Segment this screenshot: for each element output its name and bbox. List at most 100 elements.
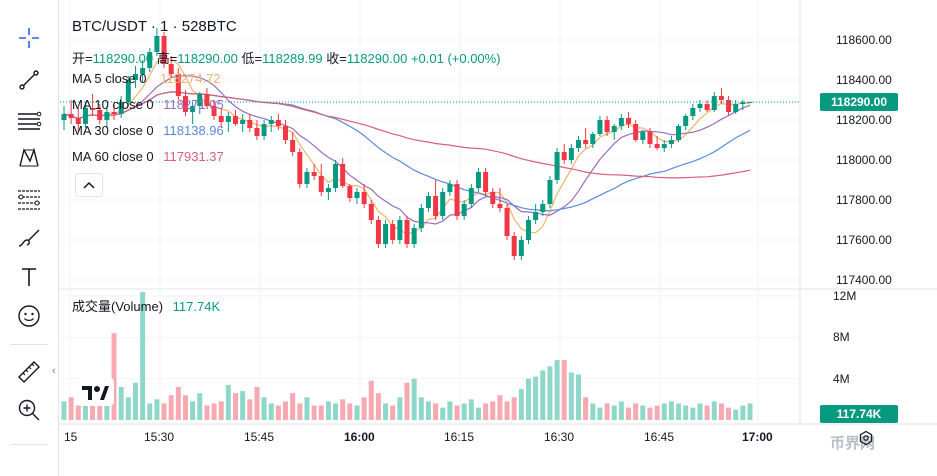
settings-icon[interactable]: [858, 430, 874, 450]
ma10-legend[interactable]: MA 10 close 0 118271.05: [72, 97, 224, 112]
collapse-legend-button[interactable]: [75, 173, 103, 197]
volume-legend[interactable]: 成交量(Volume) 117.74K: [72, 296, 220, 315]
candle-body: [197, 94, 203, 106]
candle-body: [304, 172, 310, 184]
volume-bar: [68, 397, 74, 420]
brush-icon[interactable]: [13, 222, 45, 254]
candle-body: [211, 106, 217, 116]
volume-bar: [154, 399, 160, 420]
symbol-text: BTC/USDT · 1 · 528BTC: [72, 18, 237, 35]
horizontal-lines-icon[interactable]: [13, 103, 45, 135]
candle-body: [418, 208, 424, 228]
volume-bar: [497, 395, 503, 420]
trend-line-icon[interactable]: [13, 64, 45, 96]
chart-area[interactable]: BTC/USDT · 1 · 528BTC 开=118290.00 高=1182…: [52, 0, 937, 476]
volume-bar: [576, 374, 581, 420]
price-axis-label: 118400.00: [836, 73, 892, 87]
volume-bar: [390, 405, 396, 420]
candle-body: [697, 104, 703, 108]
volume-bar: [290, 393, 296, 420]
candle-body: [240, 120, 246, 124]
zoom-in-icon[interactable]: [13, 394, 45, 426]
volume-bar: [82, 395, 88, 420]
pattern-icon[interactable]: [13, 142, 45, 174]
candle-body: [283, 126, 289, 140]
candle-body: [554, 152, 560, 180]
fib-icon[interactable]: [13, 182, 45, 214]
crosshair-icon[interactable]: [13, 22, 45, 54]
volume-bar: [525, 378, 531, 420]
candle-body: [618, 118, 624, 126]
ruler-icon[interactable]: [13, 356, 45, 388]
candle-body: [626, 118, 632, 124]
volume-bar: [304, 397, 310, 420]
candle-body: [154, 36, 160, 52]
candle-body: [718, 96, 724, 100]
candle-body: [97, 110, 103, 120]
volume-bar: [461, 403, 467, 420]
text-icon[interactable]: [13, 261, 45, 293]
volume-bar: [418, 397, 424, 420]
volume-bar: [361, 397, 367, 420]
candle-body: [654, 144, 660, 148]
candle-body: [690, 108, 696, 116]
candle-body: [383, 224, 389, 244]
candle-body: [182, 96, 188, 112]
volume-bar: [540, 370, 546, 420]
ma5-legend[interactable]: MA 5 close 0 118274.72: [72, 71, 221, 86]
volume-bar: [397, 397, 403, 420]
time-axis-label: 16:45: [644, 430, 675, 444]
chevron-left-icon[interactable]: ‹: [52, 365, 56, 377]
volume-bar: [218, 401, 224, 420]
volume-bar: [711, 401, 717, 420]
candle-body: [461, 204, 467, 216]
volume-bar: [297, 403, 303, 420]
candle-body: [611, 126, 617, 132]
candle-body: [561, 152, 567, 160]
ma60-legend[interactable]: MA 60 close 0 117931.37: [72, 149, 224, 164]
ma30-legend[interactable]: MA 30 close 0 118138.96: [72, 123, 224, 138]
candle-body: [704, 104, 710, 110]
volume-bar: [504, 401, 510, 420]
candle-body: [661, 144, 667, 148]
price-axis-label: 117400.00: [836, 273, 892, 287]
volume-bar: [454, 405, 460, 420]
volume-bar: [447, 401, 453, 420]
volume-bar: [261, 397, 267, 420]
volume-bar: [733, 409, 739, 420]
candle-body: [161, 36, 167, 64]
candle-body: [311, 172, 317, 176]
volume-bar: [697, 403, 703, 420]
open-label: 开: [72, 51, 86, 66]
candle-body: [118, 102, 124, 114]
tradingview-logo[interactable]: [78, 378, 114, 406]
candle-body: [633, 124, 639, 140]
emoji-icon[interactable]: [13, 300, 45, 332]
candle-body: [397, 220, 403, 240]
volume-bar: [325, 401, 331, 420]
candle-body: [361, 192, 367, 204]
candle-body: [275, 120, 281, 126]
ma60-value: 117931.37: [163, 149, 224, 164]
candle-body: [497, 204, 503, 208]
candle-body: [125, 80, 131, 102]
volume-bar: [211, 403, 217, 420]
volume-value: 117.74K: [172, 299, 221, 314]
candle-body: [340, 164, 346, 186]
volume-bar: [611, 405, 617, 420]
close-label: 收: [326, 51, 340, 66]
candle-body: [368, 204, 374, 220]
candle-body: [647, 132, 653, 144]
low-label: 低: [241, 51, 255, 66]
candle-body: [468, 188, 474, 204]
price-axis-label: 117800.00: [836, 193, 892, 207]
chart-canvas[interactable]: [58, 0, 937, 476]
candle-body: [325, 188, 331, 192]
volume-bar: [425, 401, 431, 420]
chevron-up-icon: [83, 181, 95, 189]
time-axis-label: 15: [64, 430, 78, 444]
volume-bar: [604, 403, 610, 420]
volume-bar: [433, 403, 439, 420]
volume-bar: [547, 366, 553, 420]
volume-bar: [240, 391, 246, 420]
